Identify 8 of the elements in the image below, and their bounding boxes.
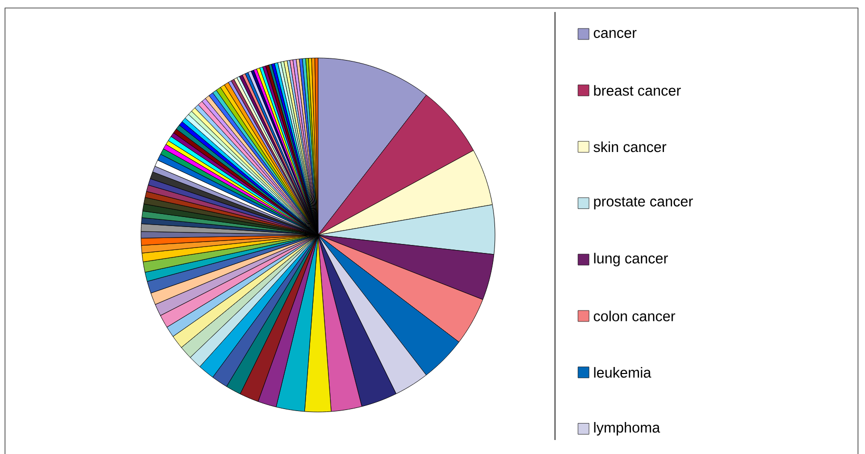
legend-label: cancer bbox=[594, 30, 636, 38]
legend-label: skin cancer bbox=[594, 141, 666, 152]
legend-label: lymphoma bbox=[594, 422, 660, 436]
legend-label: lung cancer bbox=[594, 252, 668, 266]
legend-label: leukemia bbox=[594, 367, 652, 378]
legend-label: prostate cancer bbox=[594, 196, 693, 210]
legend-label: colon cancer bbox=[594, 310, 676, 322]
legend-label: breast cancer bbox=[594, 85, 681, 96]
